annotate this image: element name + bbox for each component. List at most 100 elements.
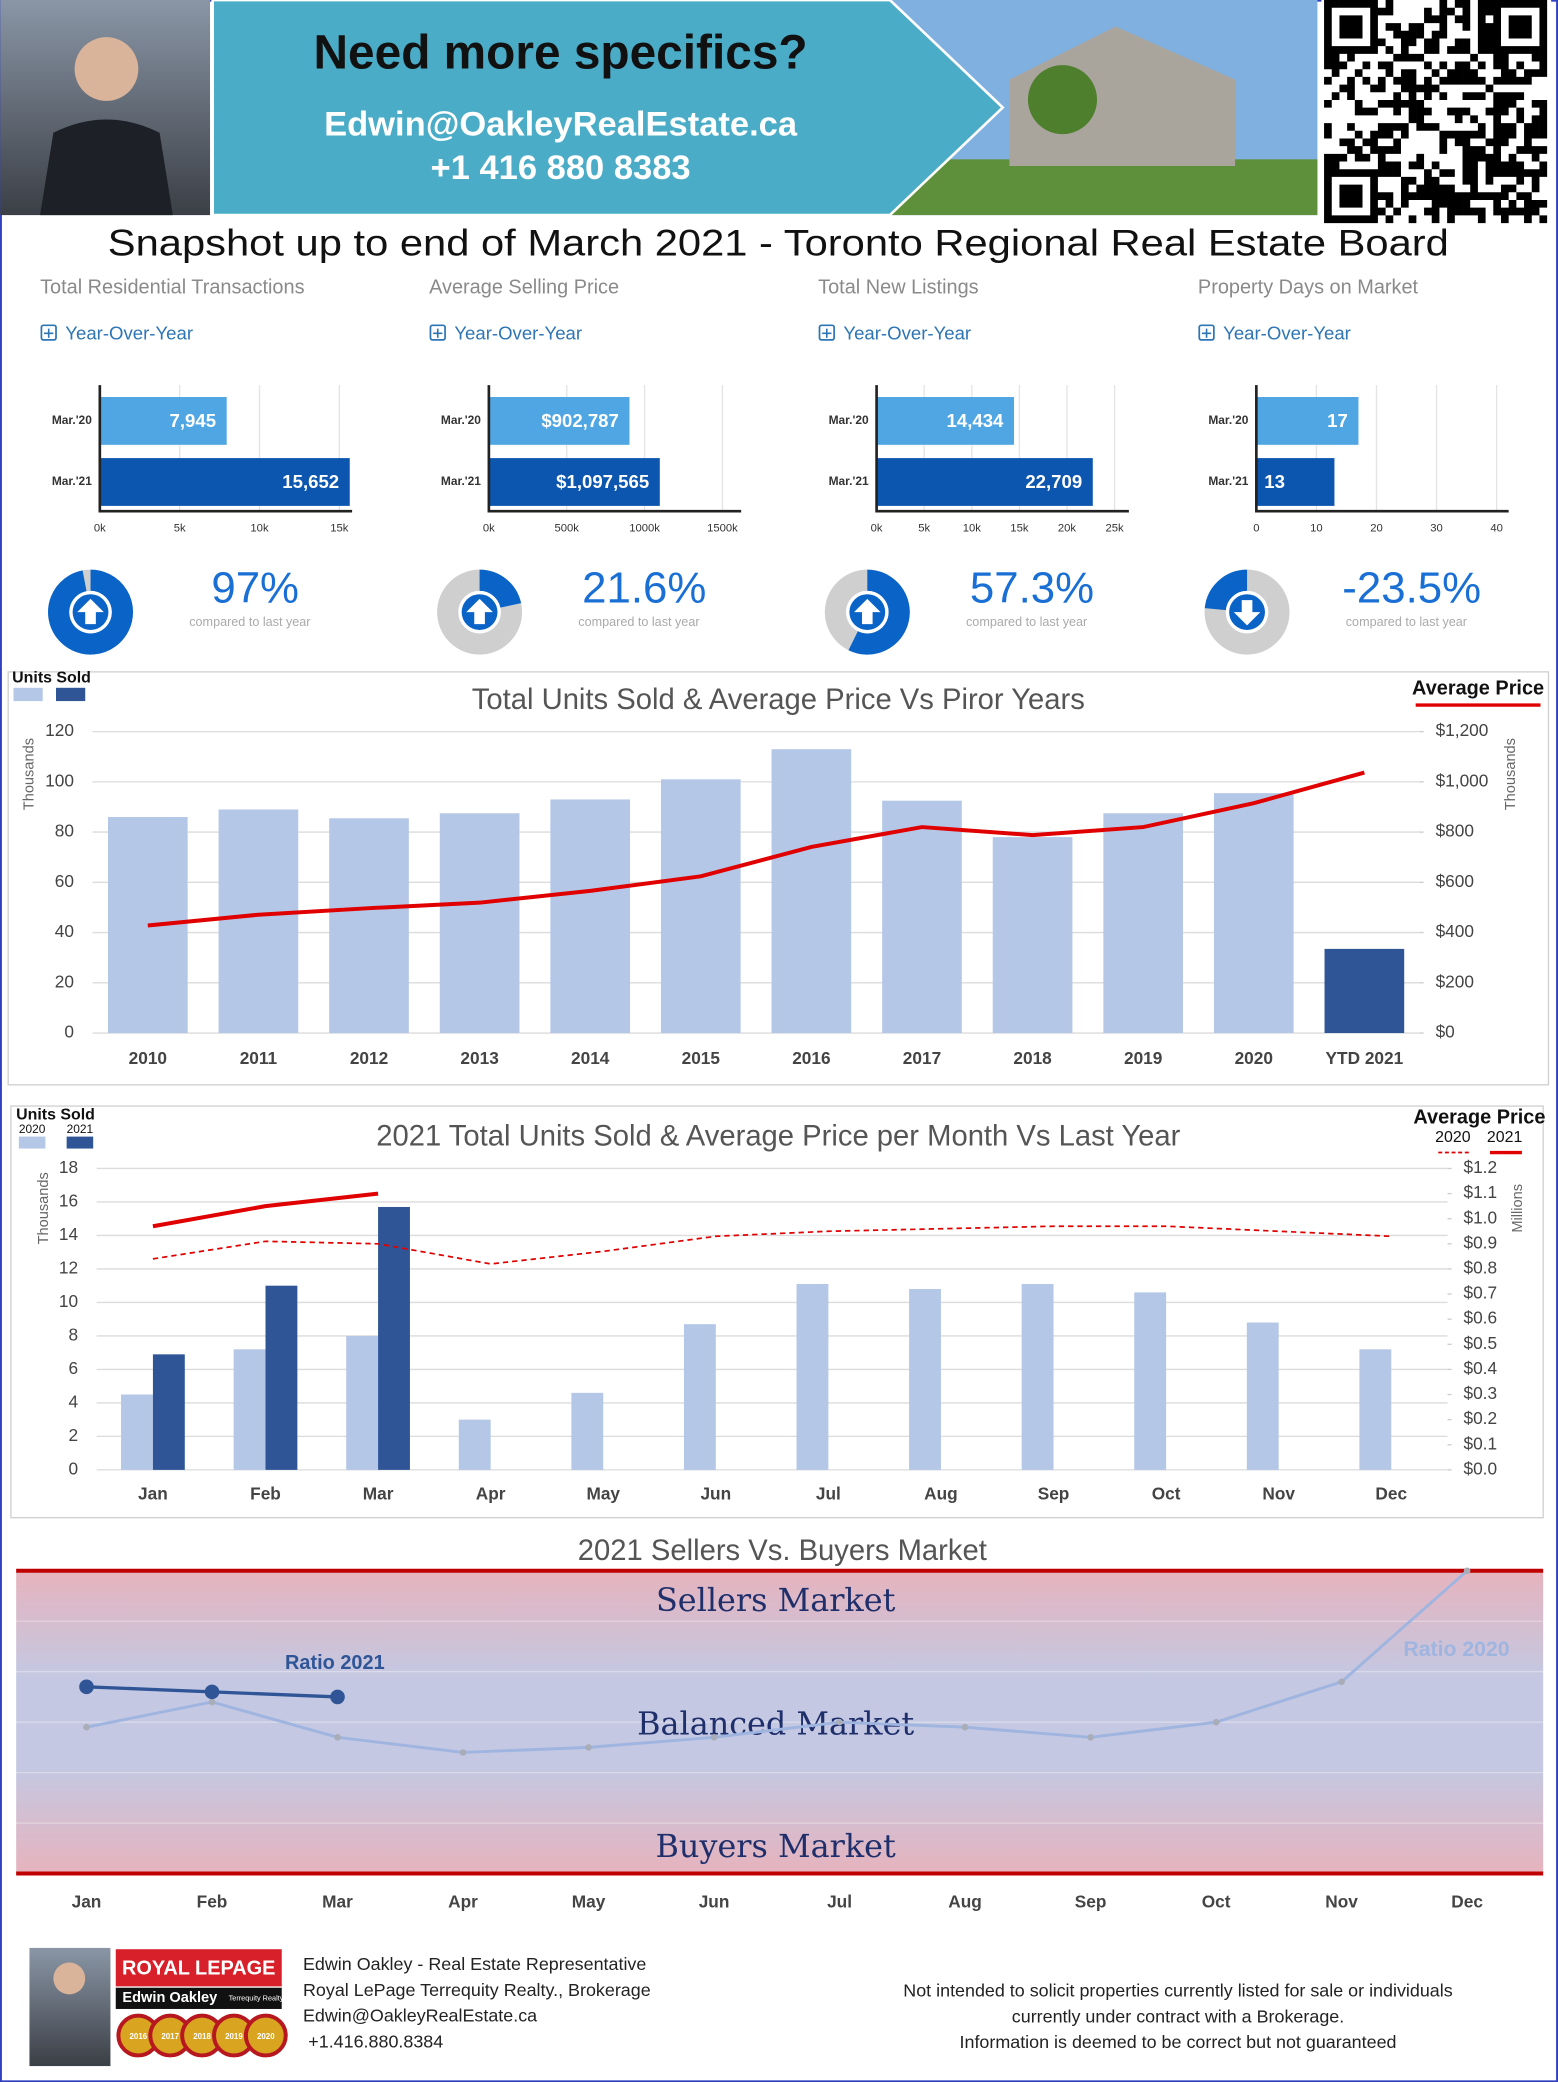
- contact-line: Edwin Oakley - Real Estate Representativ…: [303, 1954, 646, 1974]
- x-tick-label: Aug: [924, 1484, 958, 1504]
- ratio-marker: [330, 1689, 345, 1705]
- x-tick-label: 2012: [350, 1048, 388, 1068]
- price-line: [152, 1225, 1392, 1265]
- calendar-plus: [44, 328, 54, 338]
- donut-arc: [848, 569, 910, 655]
- period-link[interactable]: Year-Over-Year: [843, 323, 971, 344]
- ratio-marker: [1463, 1567, 1471, 1575]
- bar: [233, 1349, 266, 1470]
- chart-title: 2021 Sellers Vs. Buyers Market: [578, 1535, 987, 1567]
- bar: [771, 749, 852, 1034]
- y2-axis-label: Thousands: [1503, 738, 1519, 810]
- x-tick-label: Nov: [1325, 1891, 1358, 1911]
- x-tick-label: Jan: [72, 1891, 102, 1911]
- x-tick-label: 2014: [571, 1048, 610, 1068]
- y-tick-label: 2: [68, 1425, 78, 1445]
- bar: [121, 1394, 153, 1470]
- value-label: 17: [1327, 410, 1348, 431]
- ratio-line: [86, 1569, 1469, 1754]
- x-tick-label: 40: [1490, 522, 1503, 534]
- bar: [1134, 1292, 1167, 1470]
- bar: [1256, 458, 1335, 506]
- bar: [992, 837, 1073, 1034]
- contact-line[interactable]: +1.416.880.8384: [308, 2032, 443, 2052]
- x-tick-label: 10: [1310, 522, 1323, 534]
- x-tick-label: 2011: [240, 1048, 278, 1068]
- agent-head: [74, 37, 139, 101]
- y2-tick-label: $0.8: [1463, 1258, 1497, 1278]
- footer-head: [53, 1962, 86, 1995]
- disclaimer-line: Information is deemed to be correct but …: [960, 2032, 1397, 2052]
- trend-arrow: [466, 598, 493, 625]
- badge-year: 2016: [129, 2032, 147, 2041]
- period-link[interactable]: Year-Over-Year: [65, 323, 193, 344]
- phone[interactable]: +1 416 880 8383: [431, 149, 691, 187]
- contact-line: Royal LePage Terrequity Realty., Brokera…: [303, 1980, 651, 2000]
- bar: [1213, 793, 1294, 1034]
- x-tick-label: May: [572, 1891, 606, 1911]
- bar: [99, 397, 227, 445]
- series-label: Ratio 2021: [285, 1652, 385, 1674]
- headline: Need more specifics?: [314, 26, 808, 79]
- calendar-plus: [1201, 328, 1212, 338]
- price-line: [152, 1191, 379, 1229]
- y2-tick-label: $0.6: [1463, 1308, 1497, 1328]
- period-link[interactable]: Year-Over-Year: [454, 323, 582, 344]
- ratio-marker: [1338, 1678, 1345, 1686]
- kpi-title: Property Days on Market: [1198, 276, 1419, 298]
- award-badge: [243, 2013, 288, 2058]
- x-tick-label: 2015: [682, 1048, 721, 1068]
- legend-label: 2021: [67, 1122, 94, 1136]
- donut-arc: [1204, 569, 1248, 611]
- y2-tick-label: $0.0: [1463, 1458, 1497, 1478]
- y2-tick-label: $0.9: [1463, 1232, 1497, 1252]
- badge-year: 2017: [161, 2032, 179, 2041]
- value-label: 15,652: [282, 471, 339, 492]
- ratio-marker: [204, 1684, 220, 1700]
- y2-tick-label: $1,200: [1436, 720, 1489, 740]
- x-tick-label: 1500k: [707, 522, 738, 534]
- y2-tick-label: $400: [1436, 921, 1474, 941]
- y2-tick-label: $0.1: [1463, 1433, 1497, 1453]
- ratio-marker: [208, 1698, 216, 1706]
- category-label: Mar.'20: [829, 413, 869, 427]
- bar: [1103, 813, 1184, 1034]
- agent-suit: [40, 119, 173, 216]
- bar: [876, 458, 1093, 506]
- calendar-icon: [1198, 324, 1215, 341]
- x-tick-label: Oct: [1152, 1484, 1181, 1504]
- bar: [99, 458, 350, 506]
- email[interactable]: Edwin@OakleyRealEstate.ca: [324, 105, 798, 143]
- bar: [439, 813, 520, 1034]
- bar: [796, 1284, 829, 1470]
- period-link[interactable]: Year-Over-Year: [1223, 323, 1351, 344]
- bar: [550, 799, 631, 1034]
- bar: [488, 458, 660, 506]
- x-tick-label: 30: [1430, 522, 1443, 534]
- contact-line[interactable]: Edwin@OakleyRealEstate.ca: [303, 2006, 537, 2026]
- x-tick-label: Jan: [138, 1484, 168, 1504]
- ratio-marker: [1087, 1733, 1094, 1741]
- legend-label: 2021: [1487, 1129, 1523, 1146]
- x-tick-label: Mar: [322, 1891, 353, 1911]
- x-tick-label: Dec: [1375, 1484, 1407, 1504]
- ratio-marker: [961, 1723, 969, 1731]
- y-tick-label: 100: [45, 770, 74, 790]
- disclaimer-line: Not intended to solicit properties curre…: [903, 1980, 1452, 2000]
- x-tick-label: Sep: [1075, 1891, 1107, 1911]
- bar: [1359, 1349, 1392, 1470]
- x-tick-label: 2017: [903, 1048, 941, 1068]
- legend-title: Average Price: [1413, 1106, 1545, 1128]
- change-caption: compared to last year: [189, 615, 310, 629]
- bar: [1246, 1322, 1279, 1470]
- value-label: 13: [1264, 471, 1285, 492]
- x-tick-label: 2010: [129, 1048, 167, 1068]
- x-tick-label: 500k: [555, 522, 580, 534]
- x-tick-label: 5k: [174, 522, 186, 534]
- ratio-marker: [710, 1733, 718, 1741]
- y-tick-label: 80: [55, 821, 74, 841]
- bar: [683, 1324, 716, 1470]
- x-tick-label: 0k: [94, 522, 106, 534]
- calendar-icon: [40, 324, 57, 341]
